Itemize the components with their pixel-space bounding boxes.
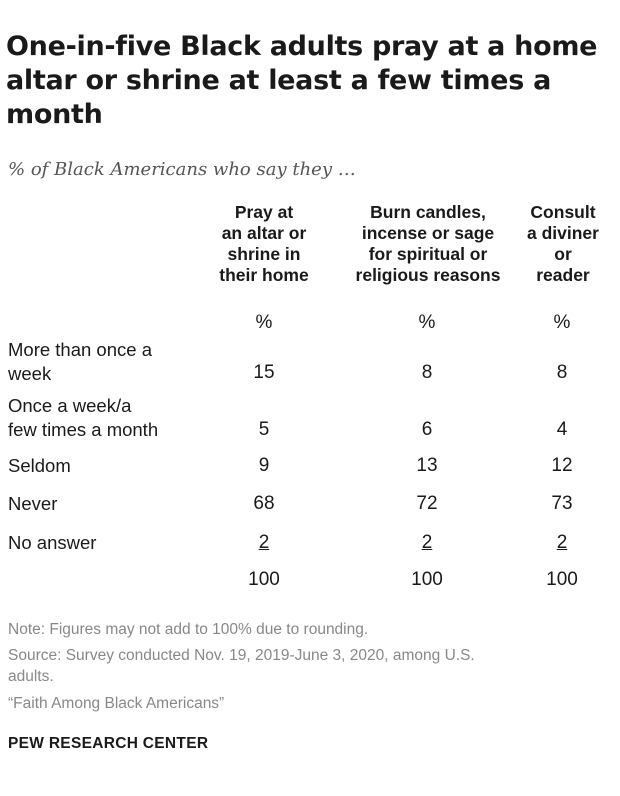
unit-cell-col1: % [255,312,273,333]
table-cell: 8 [556,362,568,383]
table-cell: 13 [416,455,438,476]
column-header-consult-diviner: Consult a diviner or reader [527,202,599,285]
row-label-no-answer: No answer [8,532,97,553]
unit-cell-col2: % [418,312,436,333]
note-text: Note: Figures may not add to 100% due to… [8,621,369,638]
row-label-more-than-once-a-week: More than once a week [8,339,152,384]
column-header-burn-candles: Burn candles, incense or sage for spirit… [355,202,501,285]
table-cell: 12 [551,455,573,476]
table-cell: 9 [258,455,270,476]
table-cell: 8 [421,362,433,383]
total-cell: 100 [546,569,578,590]
row-label-seldom: Seldom [8,455,71,476]
table-cell: 15 [253,362,275,383]
table-cell: 72 [416,493,438,514]
brand-logo-text: PEW RESEARCH CENTER [8,735,209,752]
total-cell: 100 [411,569,443,590]
table-cell: 2 [556,532,568,553]
chart-title: One-in-five Black adults pray at a home … [6,31,598,130]
row-label-once-a-week: Once a week/a few times a month [8,395,159,440]
table-cell: 73 [551,493,573,514]
column-header-pray-altar: Pray at an altar or shrine in their home [219,202,309,285]
chart-subtitle: % of Black Americans who say they … [8,159,356,180]
table-cell: 5 [258,419,270,440]
table-cell: 2 [258,532,270,553]
row-label-never: Never [8,493,58,514]
total-cell: 100 [248,569,280,590]
report-title: “Faith Among Black Americans” [8,695,225,712]
source-text: Source: Survey conducted Nov. 19, 2019-J… [8,647,475,685]
table-cell: 2 [421,532,433,553]
table-cell: 6 [421,419,433,440]
table-cell: 68 [253,493,275,514]
table-cell: 4 [556,419,568,440]
unit-cell-col3: % [553,312,571,333]
